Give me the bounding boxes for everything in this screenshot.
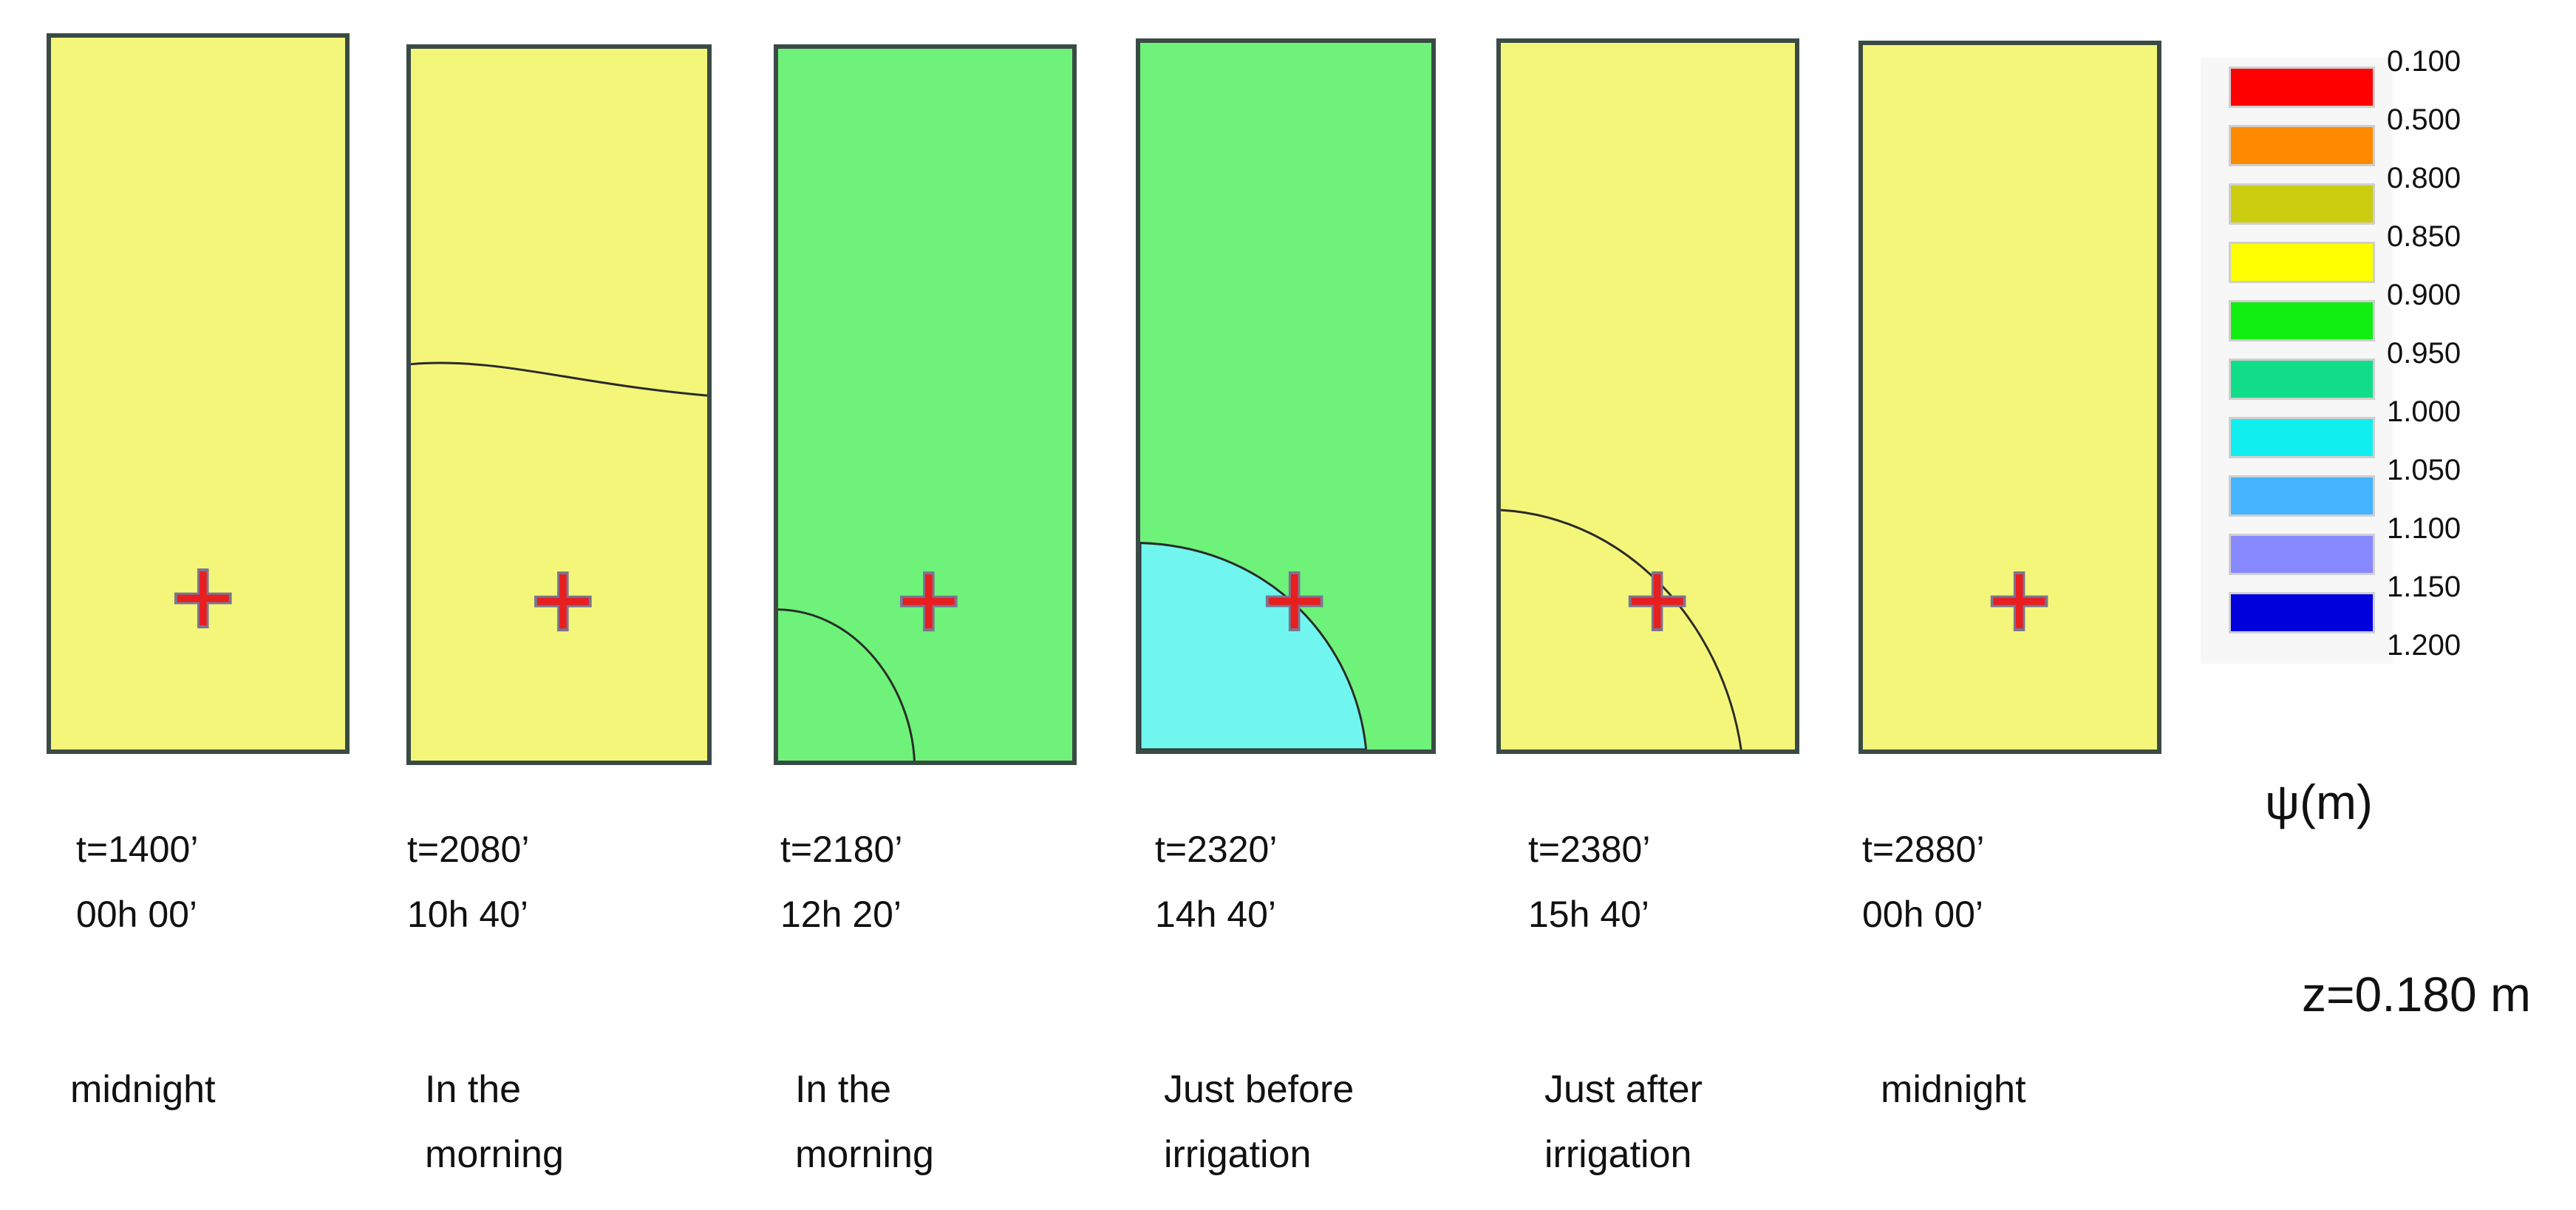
panel-4-description: Just before irrigation <box>1164 1057 1354 1187</box>
description-line <box>70 1122 216 1187</box>
time-value: t=2180’ <box>780 829 903 870</box>
description-line: In the <box>795 1068 892 1111</box>
panel-5-field <box>1501 43 1795 750</box>
time-value: t=1400’ <box>76 829 199 870</box>
panel-3-time: t=2180’ 12h 20’ <box>780 817 902 947</box>
legend-tick: 1.150 <box>2387 571 2461 603</box>
panel-6 <box>1858 41 2161 754</box>
legend-swatch-2 <box>2229 125 2375 166</box>
panel-6-description: midnight <box>1881 1057 2026 1187</box>
legend-swatch-1 <box>2229 67 2375 108</box>
color-legend <box>2201 58 2393 664</box>
contour-line <box>778 608 916 761</box>
description-line: irrigation <box>1544 1133 1692 1176</box>
legend-tick: 0.900 <box>2387 279 2461 311</box>
panel-2-time: t=2080’ 10h 40’ <box>407 817 529 947</box>
legend-tick: 1.100 <box>2387 512 2461 545</box>
panel-2-field <box>411 49 707 761</box>
time-value: t=2380’ <box>1528 829 1651 870</box>
legend-tick: 1.000 <box>2387 395 2461 428</box>
time-value: t=2880’ <box>1862 829 1985 870</box>
legend-tick: 0.100 <box>2387 45 2461 78</box>
panel-4-time: t=2320’ 14h 40’ <box>1155 817 1277 947</box>
cross-icon <box>900 571 958 632</box>
description-line: morning <box>425 1133 564 1176</box>
cross-icon <box>1628 571 1686 632</box>
panel-1-description: midnight <box>70 1057 216 1187</box>
clock-value: 14h 40’ <box>1155 894 1277 935</box>
legend-tick: 1.050 <box>2387 454 2461 486</box>
legend-tick: 0.950 <box>2387 337 2461 370</box>
legend-swatch-6 <box>2229 358 2375 400</box>
panel-5-description: Just after irrigation <box>1544 1057 1703 1187</box>
panel-1-time: t=1400’ 00h 00’ <box>76 817 198 947</box>
clock-value: 00h 00’ <box>1862 894 1984 935</box>
legend-swatch-10 <box>2229 592 2375 633</box>
panel-6-time: t=2880’ 00h 00’ <box>1862 817 1984 947</box>
cross-icon <box>1990 571 2048 632</box>
panel-3-field <box>778 49 1072 761</box>
legend-swatch-3 <box>2229 183 2375 225</box>
clock-value: 12h 20’ <box>780 894 902 935</box>
description-line: midnight <box>70 1068 216 1111</box>
contour-line <box>411 361 707 397</box>
clock-value: 15h 40’ <box>1528 894 1650 935</box>
time-value: t=2320’ <box>1155 829 1278 870</box>
panel-2 <box>406 44 712 765</box>
legend-swatch-9 <box>2229 534 2375 575</box>
legend-tick: 0.800 <box>2387 162 2461 194</box>
yellow-region <box>1863 45 2157 750</box>
legend-tick: 0.500 <box>2387 103 2461 136</box>
description-line: morning <box>795 1133 934 1176</box>
description-line: Just after <box>1544 1068 1703 1111</box>
green-region <box>778 49 1072 761</box>
panel-4 <box>1136 38 1436 754</box>
panel-3-description: In the morning <box>795 1057 934 1187</box>
description-line <box>1881 1122 2026 1187</box>
legend-tick: 1.200 <box>2387 629 2461 662</box>
legend-tick: 0.850 <box>2387 220 2461 253</box>
panel-3 <box>774 44 1077 765</box>
panel-1 <box>47 33 350 754</box>
legend-swatch-5 <box>2229 300 2375 341</box>
legend-swatch-8 <box>2229 475 2375 517</box>
legend-swatch-7 <box>2229 417 2375 458</box>
panel-1-field <box>51 38 345 750</box>
legend-unit-label: ψ(m) <box>2265 775 2373 829</box>
description-line: irrigation <box>1164 1133 1312 1176</box>
yellow-region <box>51 38 345 750</box>
cross-icon <box>174 568 232 629</box>
panel-5 <box>1496 38 1799 754</box>
clock-value: 10h 40’ <box>407 894 529 935</box>
yellow-region <box>411 49 707 761</box>
depth-label: z=0.180 m <box>2302 967 2532 1022</box>
panel-4-field <box>1140 43 1431 750</box>
description-line: In the <box>425 1068 522 1111</box>
panel-5-time: t=2380’ 15h 40’ <box>1528 817 1650 947</box>
panel-6-field <box>1863 45 2157 750</box>
cyan-region <box>1140 542 1368 750</box>
clock-value: 00h 00’ <box>76 894 198 935</box>
description-line: Just before <box>1164 1068 1355 1111</box>
cross-icon <box>1265 571 1323 632</box>
panel-2-description: In the morning <box>425 1057 564 1187</box>
legend-swatch-4 <box>2229 242 2375 283</box>
cross-icon <box>534 571 592 632</box>
description-line: midnight <box>1881 1068 2026 1111</box>
yellow-region <box>1501 43 1795 750</box>
time-value: t=2080’ <box>407 829 530 870</box>
